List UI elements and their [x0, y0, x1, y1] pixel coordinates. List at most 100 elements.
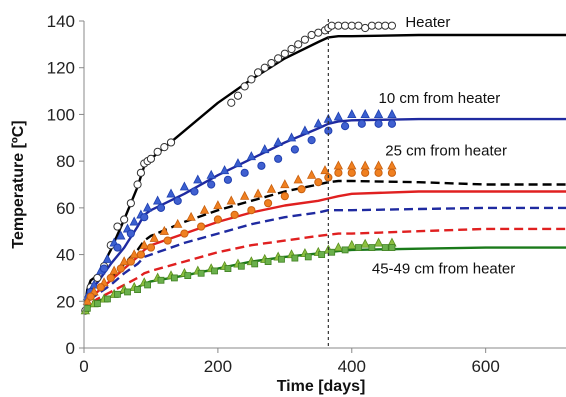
series-13-point: [93, 300, 101, 308]
y-tick-label: 140: [47, 12, 75, 31]
series-9-point: [307, 136, 316, 145]
series-12-point: [347, 239, 357, 249]
annotation-layer: Heater 10 cm from heater 25 cm from heater…: [372, 14, 515, 277]
series-7-point: [381, 21, 390, 30]
series-7-point: [93, 273, 102, 283]
series-7-point: [233, 91, 243, 100]
series-9-point: [340, 122, 350, 131]
series-7-point: [307, 30, 316, 40]
series-7-point: [361, 23, 370, 33]
series-9-point: [190, 187, 199, 196]
series-7-point: [347, 21, 356, 30]
series-10-point: [293, 174, 303, 184]
series-9-point: [387, 119, 397, 128]
series-11-point: [247, 206, 256, 215]
y-tick-label: 40: [56, 246, 75, 265]
series-7-point: [247, 75, 256, 84]
series-13-point: [341, 246, 349, 254]
series-11-point: [136, 250, 146, 259]
series-13-point: [264, 258, 272, 265]
series-11-point: [146, 243, 156, 252]
series-8-point: [333, 111, 344, 121]
series-13-point: [291, 254, 299, 262]
series-10-point: [226, 195, 236, 205]
series-10-point: [186, 211, 196, 221]
y-tick-label: 100: [47, 105, 75, 124]
series-11-point: [86, 292, 95, 301]
series-7-point: [153, 147, 162, 156]
y-tick-label: 20: [56, 292, 75, 311]
x-tick-label: 400: [338, 357, 366, 376]
series-13-point: [184, 272, 192, 279]
series-12-point: [373, 237, 384, 247]
series-10-point: [109, 265, 119, 275]
series-13-point: [197, 269, 205, 277]
series-7-point: [260, 63, 269, 72]
series-11-point: [297, 185, 306, 194]
series-8-point: [360, 109, 370, 119]
series-9-point: [274, 154, 283, 163]
annotation-label: 45-49 cm from heater: [372, 260, 515, 277]
series-8-point: [219, 165, 230, 175]
x-axis-title: Time [days]: [277, 378, 366, 395]
series-13-point: [144, 281, 151, 289]
series-8-point: [373, 109, 384, 119]
series-13-point: [124, 288, 131, 296]
series-8-point: [387, 109, 397, 119]
series-8-point: [286, 132, 297, 142]
series-11-point: [361, 168, 370, 177]
series-8-point: [273, 137, 283, 147]
series-13-point: [224, 265, 232, 272]
series-9-point: [113, 243, 122, 252]
series-9-point: [357, 119, 366, 128]
series-7-point: [126, 199, 135, 208]
series-11-point: [197, 222, 206, 231]
series-10-point: [266, 183, 277, 193]
series-13-point: [278, 255, 285, 263]
series-7-point: [133, 180, 142, 189]
series-9-point: [207, 180, 216, 189]
series-9-point: [140, 213, 149, 222]
series-8-point: [166, 188, 176, 198]
series-7-point: [274, 54, 283, 63]
series-13-point: [157, 276, 165, 284]
y-axis-title: Temperature [ºC]: [10, 120, 27, 248]
y-tick-label: 0: [66, 339, 75, 358]
series-10-point: [82, 295, 93, 305]
series-11-point: [106, 273, 115, 283]
axis-layer: 0 20 40 60 80 100 120 140 0 200 400 600: [47, 12, 566, 376]
series-7-point: [253, 68, 263, 77]
series-9-point: [257, 161, 266, 170]
series-13-point: [388, 244, 396, 251]
y-tick-label: 60: [56, 199, 75, 218]
x-tick-label: 0: [79, 357, 88, 376]
series-13-point: [237, 262, 245, 270]
series-9-point: [240, 168, 249, 177]
series-8-point: [206, 169, 216, 179]
series-9-point: [99, 264, 109, 273]
series-4-line: [82, 206, 566, 314]
series-7-point: [354, 21, 363, 30]
series-10-point: [240, 190, 250, 200]
series-11-point: [263, 199, 273, 208]
annotation-label: 25 cm from heater: [385, 142, 507, 159]
series-13-point: [318, 251, 326, 258]
series-11-point: [387, 168, 397, 177]
series-9-point: [156, 203, 166, 212]
series-13-point: [251, 260, 259, 268]
series-11-point: [180, 229, 189, 238]
series-10-point: [149, 232, 159, 242]
series-7-point: [374, 21, 383, 30]
series-10-point: [320, 165, 330, 175]
series-13-point: [83, 304, 91, 312]
series-13-point: [170, 274, 178, 282]
series-10-point: [129, 249, 139, 259]
series-11-point: [347, 168, 356, 177]
series-9-point: [173, 196, 182, 205]
series-7-point: [327, 21, 336, 30]
series-7-point: [280, 49, 289, 58]
series-11-point: [126, 257, 135, 266]
series-8-point: [102, 253, 113, 263]
annotation-label: 10 cm from heater: [379, 90, 501, 107]
